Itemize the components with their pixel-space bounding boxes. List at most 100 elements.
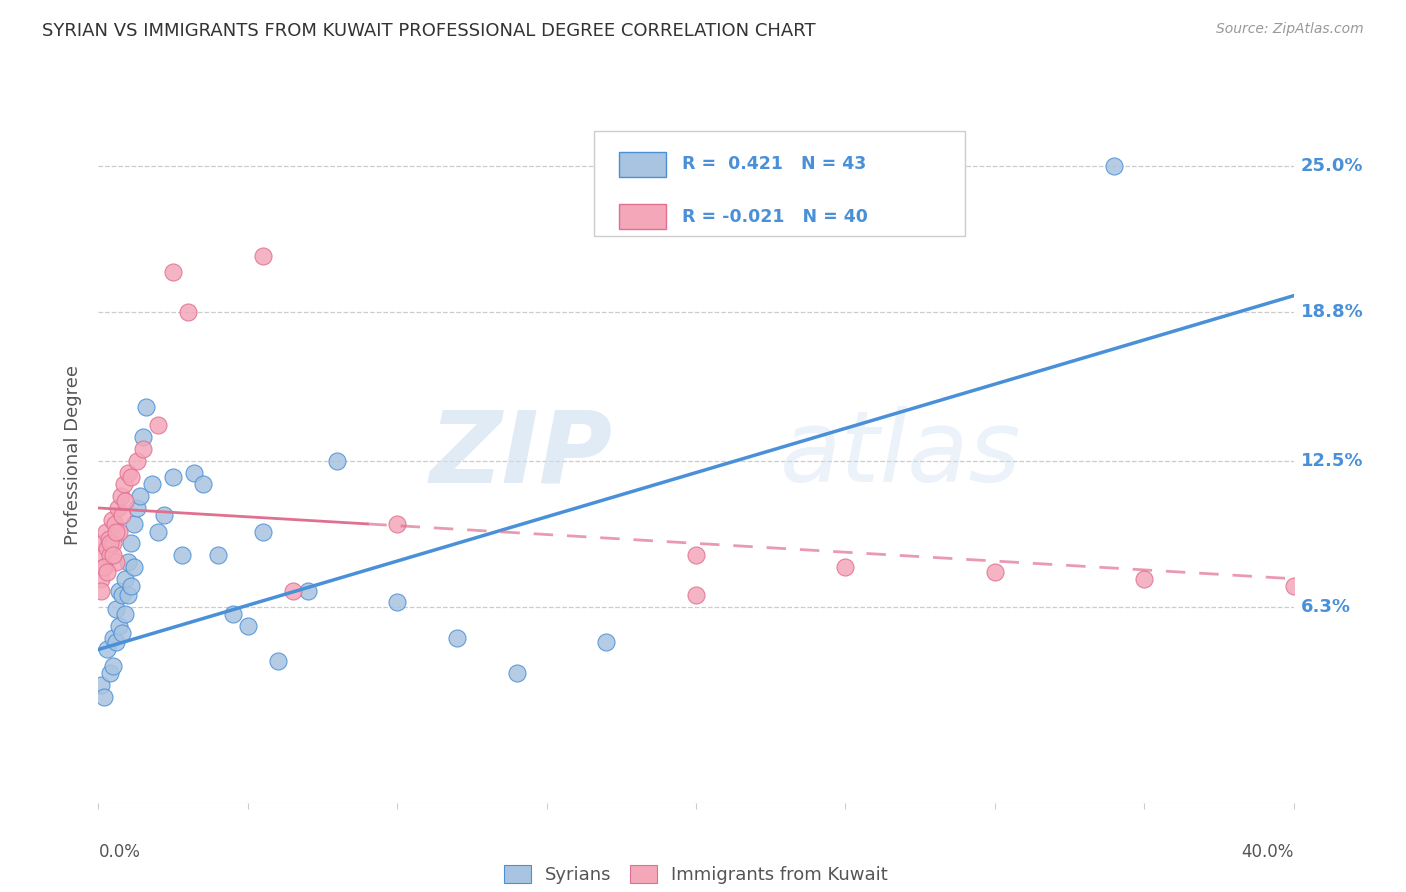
Point bbox=[446, 631, 468, 645]
Point bbox=[91, 536, 114, 550]
Point bbox=[191, 477, 214, 491]
Point bbox=[89, 548, 111, 562]
Point bbox=[120, 579, 142, 593]
Point bbox=[98, 666, 122, 681]
Point bbox=[108, 524, 131, 539]
Y-axis label: Professional Degree: Professional Degree bbox=[65, 365, 83, 545]
Point bbox=[108, 583, 131, 598]
Text: Source: ZipAtlas.com: Source: ZipAtlas.com bbox=[1216, 22, 1364, 37]
Point bbox=[90, 678, 112, 692]
Point bbox=[103, 659, 125, 673]
Point bbox=[267, 654, 290, 668]
Point bbox=[101, 513, 124, 527]
Point bbox=[385, 517, 409, 532]
Point bbox=[120, 536, 142, 550]
Point bbox=[107, 500, 129, 515]
Point bbox=[1102, 159, 1125, 173]
Point bbox=[111, 588, 134, 602]
Point bbox=[120, 470, 142, 484]
FancyBboxPatch shape bbox=[620, 204, 666, 229]
Point bbox=[103, 536, 125, 550]
Point bbox=[1133, 572, 1156, 586]
Point bbox=[983, 565, 1005, 579]
Point bbox=[110, 489, 132, 503]
Point bbox=[148, 524, 170, 539]
Point bbox=[162, 470, 184, 484]
Point bbox=[98, 536, 122, 550]
Point bbox=[252, 524, 274, 539]
Point bbox=[127, 454, 149, 468]
Point bbox=[105, 555, 128, 569]
Point bbox=[183, 466, 205, 480]
Point bbox=[105, 635, 128, 649]
Point bbox=[135, 400, 157, 414]
Point bbox=[114, 607, 136, 621]
Point bbox=[141, 477, 163, 491]
Point bbox=[105, 602, 128, 616]
Point bbox=[124, 517, 146, 532]
Point bbox=[148, 418, 170, 433]
Point bbox=[177, 305, 200, 319]
Text: R = -0.021   N = 40: R = -0.021 N = 40 bbox=[682, 208, 868, 226]
Text: R =  0.421   N = 43: R = 0.421 N = 43 bbox=[682, 155, 866, 173]
Point bbox=[93, 560, 115, 574]
Point bbox=[127, 500, 149, 515]
Point bbox=[117, 588, 139, 602]
Text: 0.0%: 0.0% bbox=[98, 843, 141, 861]
Text: SYRIAN VS IMMIGRANTS FROM KUWAIT PROFESSIONAL DEGREE CORRELATION CHART: SYRIAN VS IMMIGRANTS FROM KUWAIT PROFESS… bbox=[42, 22, 815, 40]
Point bbox=[162, 265, 184, 279]
Point bbox=[117, 555, 139, 569]
Point bbox=[103, 548, 125, 562]
Point bbox=[93, 560, 115, 574]
Point bbox=[103, 631, 125, 645]
Point bbox=[132, 442, 155, 456]
Text: 18.8%: 18.8% bbox=[1301, 303, 1364, 321]
Point bbox=[93, 690, 115, 704]
Point bbox=[685, 548, 707, 562]
Point bbox=[114, 572, 136, 586]
Legend: Syrians, Immigrants from Kuwait: Syrians, Immigrants from Kuwait bbox=[496, 857, 896, 891]
Point bbox=[172, 548, 194, 562]
Point bbox=[385, 595, 409, 609]
Point bbox=[595, 635, 617, 649]
Point bbox=[96, 541, 118, 555]
Text: ZIP: ZIP bbox=[429, 407, 612, 503]
Point bbox=[112, 477, 135, 491]
Text: atlas: atlas bbox=[779, 407, 1021, 503]
Point bbox=[297, 583, 319, 598]
Point bbox=[685, 588, 707, 602]
Point bbox=[98, 548, 122, 562]
Point bbox=[105, 524, 128, 539]
Point bbox=[153, 508, 176, 522]
Point bbox=[207, 548, 229, 562]
Point bbox=[252, 249, 274, 263]
Point bbox=[132, 430, 155, 444]
Point bbox=[90, 572, 112, 586]
Point bbox=[326, 454, 349, 468]
Point bbox=[111, 626, 134, 640]
Point bbox=[97, 532, 120, 546]
Point bbox=[281, 583, 304, 598]
Text: 12.5%: 12.5% bbox=[1301, 452, 1362, 470]
Point bbox=[506, 666, 529, 681]
Point bbox=[104, 517, 127, 532]
Point bbox=[114, 494, 136, 508]
Point bbox=[117, 466, 139, 480]
Text: 25.0%: 25.0% bbox=[1301, 157, 1362, 175]
Point bbox=[108, 619, 131, 633]
Text: 40.0%: 40.0% bbox=[1241, 843, 1294, 861]
Point bbox=[96, 565, 118, 579]
Text: 6.3%: 6.3% bbox=[1301, 598, 1351, 616]
Point bbox=[834, 560, 856, 574]
FancyBboxPatch shape bbox=[620, 152, 666, 177]
FancyBboxPatch shape bbox=[595, 131, 965, 235]
Point bbox=[236, 619, 259, 633]
Point bbox=[1282, 579, 1305, 593]
Point bbox=[222, 607, 245, 621]
Point bbox=[124, 560, 146, 574]
Point bbox=[111, 508, 134, 522]
Point bbox=[94, 524, 117, 539]
Point bbox=[90, 583, 112, 598]
Point bbox=[129, 489, 152, 503]
Point bbox=[96, 642, 118, 657]
